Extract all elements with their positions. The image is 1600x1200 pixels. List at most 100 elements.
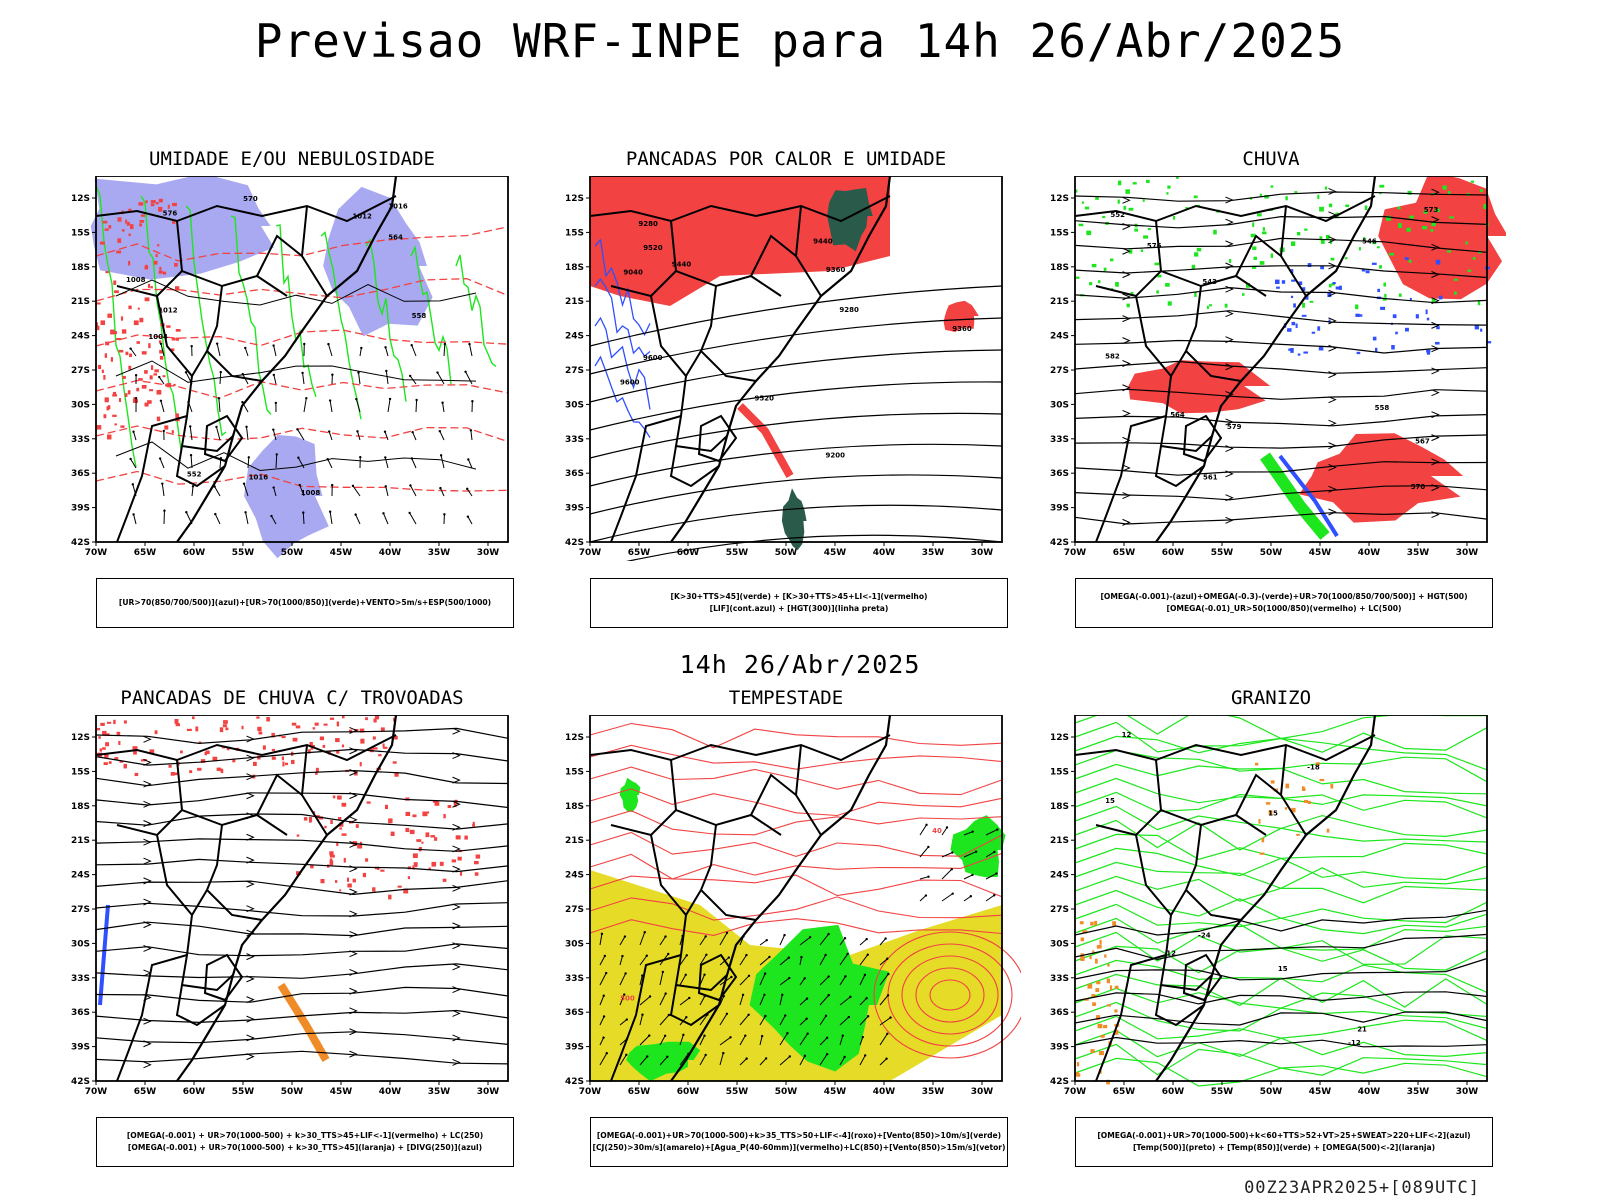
panel-trovoadas: PANCADAS DE CHUVA C/ TROVOADAS 12S 15S 18S 2… (57, 687, 527, 1167)
lon-tick-label: 30W (1456, 1087, 1479, 1097)
lon-tick-label: 65W (134, 548, 157, 558)
lon-tick-label: 30W (477, 1087, 500, 1097)
legend-line: [K>30+TTS>45](verde) + [K>30+TTS>45+LI<-… (670, 592, 928, 601)
lon-tick-label: 40W (379, 548, 402, 558)
lat-tick-label: 18S (71, 263, 90, 273)
panel-title: PANCADAS DE CHUVA C/ TROVOADAS (120, 687, 464, 709)
lat-tick-label: 30S (1050, 400, 1069, 410)
lat-tick-label: 30S (1050, 939, 1069, 949)
legend-line: [CJ(250)>30m/s](amarelo)+[Agua_P(40-60mm… (592, 1143, 1006, 1152)
lon-tick-label: 60W (183, 1087, 206, 1097)
lat-tick-label: 30S (565, 939, 584, 949)
lon-tick-label: 55W (232, 1087, 255, 1097)
contour-label: 573 (1424, 206, 1439, 214)
lat-tick-label: 39S (1050, 1043, 1069, 1053)
lat-tick-label: 12S (71, 194, 90, 204)
contour-label: 576 (1147, 242, 1162, 250)
contour-label: 9520 (643, 244, 663, 252)
lon-tick-label: 60W (677, 1087, 700, 1097)
lon-tick-label: 50W (1260, 548, 1283, 558)
lon-tick-label: 50W (775, 1087, 798, 1097)
lat-tick-label: 21S (71, 297, 90, 307)
panel-title: CHUVA (1242, 148, 1300, 170)
lat-tick-label: 18S (1050, 263, 1069, 273)
panel-granizo: GRANIZO 15 12 12 15 21 -24 -18 -12 15 12S 15S 18S 21S… (1036, 687, 1506, 1167)
lon-tick-label: 70W (1064, 548, 1087, 558)
lat-tick-label: 33S (71, 435, 90, 445)
contour-label: 9360 (826, 266, 846, 274)
forecast-map: 1008 1008 1004 1012 1016 1016 1012 576 570 564 558… (71, 176, 509, 559)
contour-label: 12 (1122, 731, 1132, 739)
legend-caption: [OMEGA(-0.001)+UR>70(1000-500)+k<60+TTS>… (1075, 1117, 1493, 1167)
legend-line: [OMEGA(-0.01)_UR>50(1000/850)(vermelho) … (1166, 604, 1402, 613)
contour-label: 582 (1105, 353, 1120, 361)
lon-tick-label: 50W (775, 548, 798, 558)
contour-label: 576 (163, 209, 178, 217)
contour-label: 1016 (249, 473, 269, 481)
panel-pancadas: PANCADAS POR CALOR E UMIDADE 9600 9600 9520… (551, 148, 1021, 628)
lon-tick-label: 30W (1456, 548, 1479, 558)
lat-tick-label: 15S (565, 767, 584, 777)
lon-tick-label: 45W (1309, 548, 1332, 558)
forecast-map: 9600 9600 9520 9440 9440 9360 9360 9280 9280 9200… (565, 176, 1003, 561)
contour-label: 15 (1105, 797, 1115, 805)
contour-label: 552 (1110, 211, 1125, 219)
contour-label: 9200 (826, 452, 846, 460)
lat-tick-label: 42S (71, 538, 90, 548)
lat-tick-label: 30S (71, 400, 90, 410)
lon-tick-label: 70W (85, 1087, 108, 1097)
contour-label: 579 (1227, 423, 1242, 431)
lat-tick-label: 18S (565, 802, 584, 812)
legend-line: [OMEGA(-0.001) + UR>70(1000-500) + k>30_… (126, 1131, 484, 1140)
lon-tick-label: 45W (824, 548, 847, 558)
legend-line: [Temp(500)](preto) + [Temp(850)](verde) … (1132, 1143, 1436, 1152)
legend-caption: [OMEGA(-0.001)-(azul)+OMEGA(-0.3)-(verde… (1075, 578, 1493, 628)
lon-tick-label: 45W (330, 1087, 353, 1097)
contour-label: 1008 (301, 489, 321, 497)
lon-tick-label: 55W (1211, 548, 1234, 558)
contour-label: 546 (1362, 238, 1377, 246)
forecast-map: 582 579 576 570 567 561 558 552 546 543 573 564 12S 1… (1050, 176, 1506, 558)
lat-tick-label: 21S (565, 836, 584, 846)
forecast-map: 15 12 12 15 21 -24 -18 -12 15 12S 15S 18S 21S 24S 27S 3… (1050, 715, 1488, 1097)
contour-label: 558 (1375, 404, 1390, 412)
contour-label: 9520 (755, 395, 775, 403)
lon-tick-label: 45W (330, 548, 353, 558)
lon-tick-label: 60W (677, 548, 700, 558)
contour-label: -24 (1198, 932, 1211, 940)
lat-tick-label: 36S (565, 1008, 584, 1018)
contour-label: 9360 (952, 325, 972, 333)
lat-tick-label: 27S (1050, 366, 1069, 376)
lat-tick-label: 24S (71, 871, 90, 881)
lat-tick-label: 21S (1050, 836, 1069, 846)
contour-label: 1016 (388, 203, 408, 211)
lat-tick-label: 39S (71, 504, 90, 514)
contour-label: 552 (187, 471, 202, 479)
lat-tick-label: 27S (71, 905, 90, 915)
lon-tick-label: 60W (1162, 1087, 1185, 1097)
lat-tick-label: 42S (1050, 538, 1069, 548)
lon-tick-label: 65W (1113, 1087, 1136, 1097)
forecast-map: 500 40 12S 15S 18S 21S 24S 27S 30S 33S 36S 39S 42S70… (565, 715, 1021, 1097)
contour-label: 570 (1411, 483, 1426, 491)
lat-tick-label: 27S (1050, 905, 1069, 915)
contour-label: 9280 (839, 306, 859, 314)
lon-tick-label: 65W (628, 548, 651, 558)
lat-tick-label: 33S (1050, 974, 1069, 984)
lat-tick-label: 42S (71, 1077, 90, 1087)
legend-line: [OMEGA(-0.001) + UR>70(1000-500) + k>30_… (127, 1143, 483, 1152)
panel-chuva: CHUVA 582 579 576 570 567 561 558 552 546 543 573 56… (1036, 148, 1506, 628)
lon-tick-label: 50W (1260, 1087, 1283, 1097)
contour-label: 15 (1268, 809, 1278, 817)
contour-label: 564 (388, 234, 403, 242)
lon-tick-label: 70W (579, 1087, 602, 1097)
lat-tick-label: 12S (565, 733, 584, 743)
lon-tick-label: 35W (1407, 1087, 1430, 1097)
lat-tick-label: 15S (71, 767, 90, 777)
lat-tick-label: 36S (71, 1008, 90, 1018)
lat-tick-label: 42S (1050, 1077, 1069, 1087)
legend-line: [UR>70(850/700/500)](azul)+[UR>70(1000/8… (118, 598, 492, 607)
lon-tick-label: 35W (428, 548, 451, 558)
legend-caption: [OMEGA(-0.001) + UR>70(1000-500) + k>30_… (96, 1117, 514, 1167)
lat-tick-label: 36S (1050, 469, 1069, 479)
